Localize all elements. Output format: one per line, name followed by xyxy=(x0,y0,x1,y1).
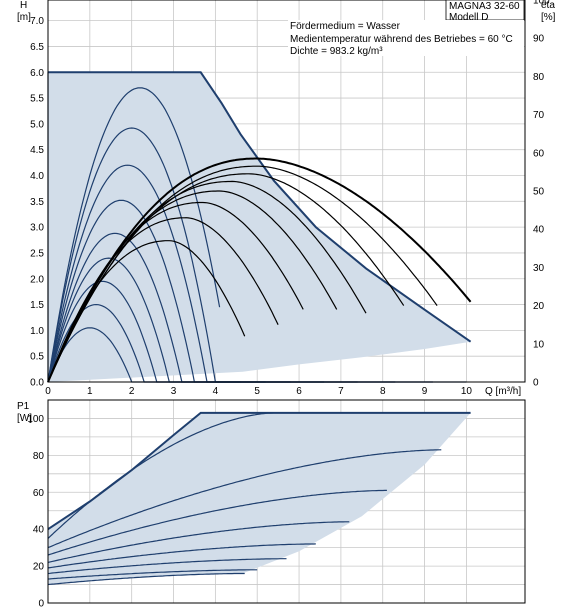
h-axis-unit: [m] xyxy=(17,12,31,23)
p1-tick-label-1: 20 xyxy=(33,562,45,573)
h-tick-label-7: 3.5 xyxy=(30,197,44,208)
eta-tick-label-3: 30 xyxy=(533,263,545,274)
eta-tick-label-4: 40 xyxy=(533,225,545,236)
efficiency-curve-7 xyxy=(47,240,246,383)
h-tick-label-2: 1.0 xyxy=(30,326,44,337)
eta-tick-label-9: 90 xyxy=(533,34,545,45)
h-tick-label-13: 6.5 xyxy=(30,42,44,53)
eta-axis-label: eta xyxy=(541,0,555,11)
bottom-plot-frame xyxy=(47,399,526,604)
bottom-speed-curve-7 xyxy=(47,569,258,580)
h-tick-label-0: 0.0 xyxy=(30,378,44,389)
model-box: MAGNA3 32-60 Modell D xyxy=(445,0,525,23)
top-y2-ticks: 0 10 20 30 40 50 60 70 80 90 100 xyxy=(533,0,550,389)
eta-tick-label-6: 60 xyxy=(533,148,545,159)
x-ticks: 0 1 2 3 4 5 6 7 8 9 10 xyxy=(45,386,472,397)
q-tick-label-5: 5 xyxy=(254,386,260,397)
p1-tick-label-4: 80 xyxy=(33,451,45,462)
eta-tick-label-2: 20 xyxy=(533,301,545,312)
h-tick-label-3: 1.5 xyxy=(30,300,44,311)
p1-tick-label-3: 60 xyxy=(33,488,45,499)
top-max-curve xyxy=(48,71,472,343)
eta-tick-label-8: 80 xyxy=(533,72,545,83)
bottom-speed-curve-6 xyxy=(47,558,287,575)
top-operating-area xyxy=(48,72,471,383)
info-temperature: Medientemperatur während des Betriebes =… xyxy=(290,34,513,45)
p1-axis-unit: [W] xyxy=(17,413,32,424)
eta-tick-label-10: 100 xyxy=(533,0,550,7)
bottom-y-ticks: 0 20 40 60 80 100 xyxy=(27,414,44,610)
p1-tick-label-2: 40 xyxy=(33,525,45,536)
h-tick-label-1: 0.5 xyxy=(30,352,44,363)
q-tick-label-4: 4 xyxy=(213,386,219,397)
h-tick-label-12: 6.0 xyxy=(30,68,44,79)
q-tick-label-1: 1 xyxy=(87,386,93,397)
q-tick-label-8: 8 xyxy=(380,386,386,397)
h-tick-label-6: 3.0 xyxy=(30,223,44,234)
h-tick-label-10: 5.0 xyxy=(30,119,44,130)
top-speed-curve-0 xyxy=(47,87,221,383)
top-y-ticks: 0.0 0.5 1.0 1.5 2.0 2.5 3.0 3.5 4.0 4.5 5.0 5.5 6.0 6… xyxy=(30,16,44,388)
q-tick-label-6: 6 xyxy=(296,386,302,397)
q-tick-label-2: 2 xyxy=(129,386,135,397)
top-speed-curve-1 xyxy=(47,127,241,383)
eta-tick-label-0: 0 xyxy=(533,378,539,389)
top-efficiency-curves xyxy=(47,157,472,383)
h-tick-label-14: 7.0 xyxy=(30,16,44,27)
q-tick-label-7: 7 xyxy=(338,386,344,397)
h-axis-label: H xyxy=(20,0,27,11)
p1-tick-label-5: 100 xyxy=(27,414,44,425)
q-tick-label-3: 3 xyxy=(171,386,177,397)
q-axis-label: Q [m³/h] xyxy=(485,386,521,397)
eta-tick-label-5: 50 xyxy=(533,187,545,198)
q-tick-label-0: 0 xyxy=(45,386,51,397)
bottom-speed-curve-3 xyxy=(47,489,387,556)
bottom-speed-curve-2 xyxy=(47,449,442,549)
bottom-speed-curve-1 xyxy=(47,412,274,539)
q-tick-label-10: 10 xyxy=(461,386,473,397)
info-text: Fördermedium = Wasser Medientemperatur w… xyxy=(288,20,524,57)
q-tick-label-9: 9 xyxy=(422,386,428,397)
efficiency-curve-6 xyxy=(47,217,279,383)
eta-axis-unit: [%] xyxy=(541,12,556,23)
efficiency-curve-4 xyxy=(47,190,338,383)
model-name: MAGNA3 32-60 xyxy=(449,1,520,12)
model-variant: Modell D xyxy=(449,12,488,23)
efficiency-curve-2 xyxy=(47,173,405,383)
eta-tick-label-1: 10 xyxy=(533,339,545,350)
h-tick-label-9: 4.5 xyxy=(30,145,44,156)
h-tick-label-5: 2.5 xyxy=(30,248,44,259)
eta-tick-label-7: 70 xyxy=(533,110,545,121)
info-medium: Fördermedium = Wasser xyxy=(290,21,401,32)
bottom-max-curve xyxy=(47,411,471,531)
bottom-speed-curve-8 xyxy=(47,572,245,586)
bottom-speed-curves xyxy=(47,412,442,586)
bottom-speed-curve-5 xyxy=(47,543,316,569)
p1-axis-label: P1 xyxy=(17,401,30,412)
p1-tick-label-0: 0 xyxy=(38,599,44,610)
h-tick-label-11: 5.5 xyxy=(30,94,44,105)
h-tick-label-8: 4.0 xyxy=(30,171,44,182)
bottom-speed-curve-4 xyxy=(47,521,350,563)
h-tick-label-4: 2.0 xyxy=(30,274,44,285)
info-density: Dichte = 983.2 kg/m³ xyxy=(290,46,383,57)
top-plot-frame xyxy=(47,0,526,383)
